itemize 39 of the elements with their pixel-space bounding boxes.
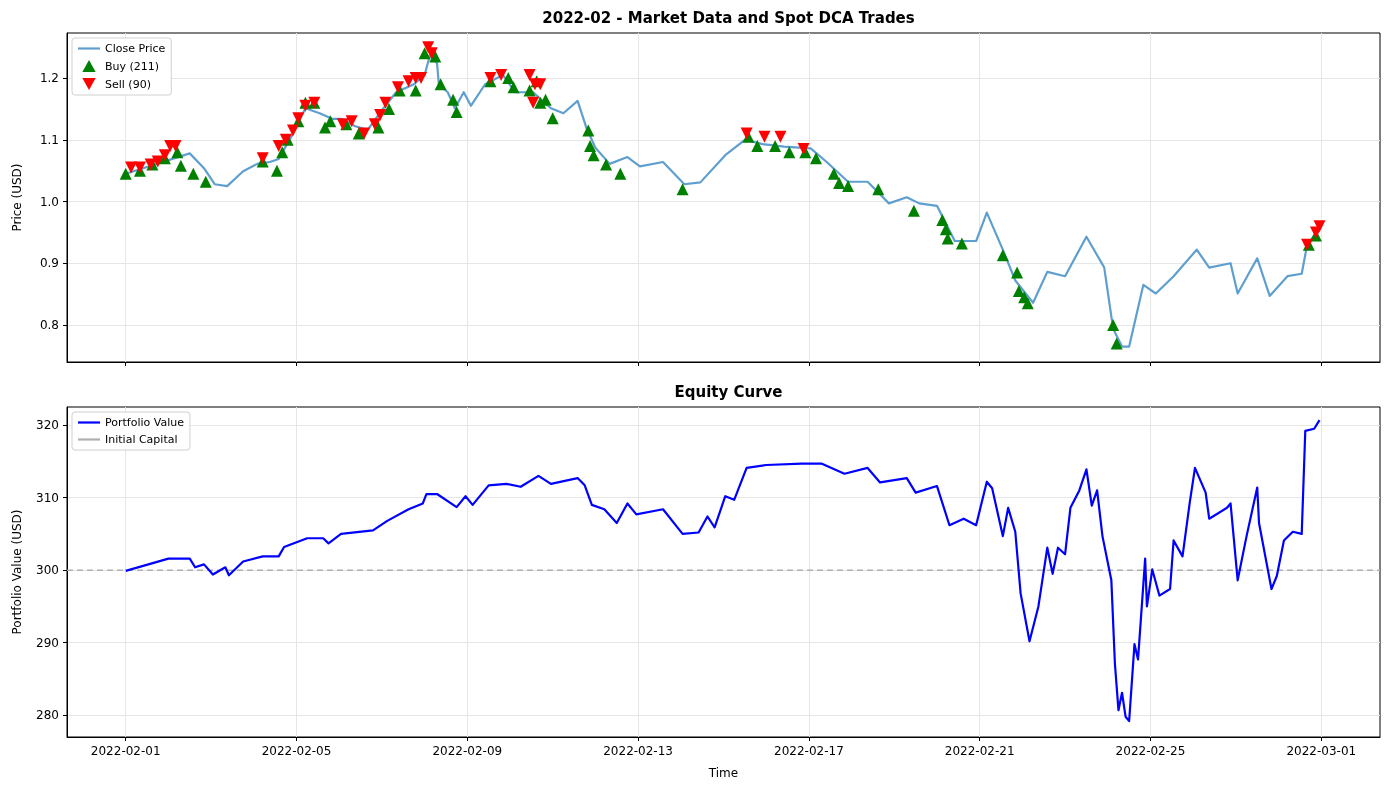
y-tick-label: 290 [36,635,59,650]
y-tick-label: 1.2 [39,71,59,86]
y-tick-label: 320 [36,418,59,433]
legend-label: Close Price [105,42,166,55]
legend-label: Portfolio Value [105,416,185,429]
point [345,115,358,128]
y-tick-label: 280 [36,708,59,723]
chart-title: 2022-02 - Market Data and Spot DCA Trades [542,8,915,27]
y-tick-label: 310 [36,490,59,505]
point [151,155,164,168]
point [534,78,547,91]
x-tick-label: 2022-02-13 [603,744,673,758]
x-tick-label: 2022-02-21 [944,744,1015,758]
legend-label: Initial Capital [105,433,178,446]
point [1313,220,1326,233]
point [774,130,787,143]
y-tick-label: 1.1 [39,132,59,147]
y-tick-label: 0.9 [39,256,59,271]
legend-label: Sell (90) [105,77,151,91]
y-tick-label: 300 [36,563,59,578]
point [368,118,381,131]
legend-label: Buy (211) [105,59,160,73]
x-tick-label: 2022-02-05 [261,744,332,758]
x-tick-label: 2022-03-01 [1286,744,1357,758]
point [758,130,771,143]
y-axis-title: Portfolio Value (USD) [10,509,24,635]
chart-title: Equity Curve [674,382,783,401]
x-tick-label: 2022-02-01 [90,744,161,758]
x-axis-title: Time [707,766,739,780]
point [523,68,536,81]
y-axis-title: Price (USD) [10,163,24,232]
y-tick-label: 1.0 [39,194,59,209]
x-tick-label: 2022-02-17 [774,744,844,758]
y-tick-label: 0.8 [39,317,59,332]
point [374,109,387,122]
point [286,124,299,137]
x-tick-label: 2022-02-09 [432,744,503,758]
x-tick-label: 2022-02-25 [1115,744,1186,758]
point [336,118,349,131]
